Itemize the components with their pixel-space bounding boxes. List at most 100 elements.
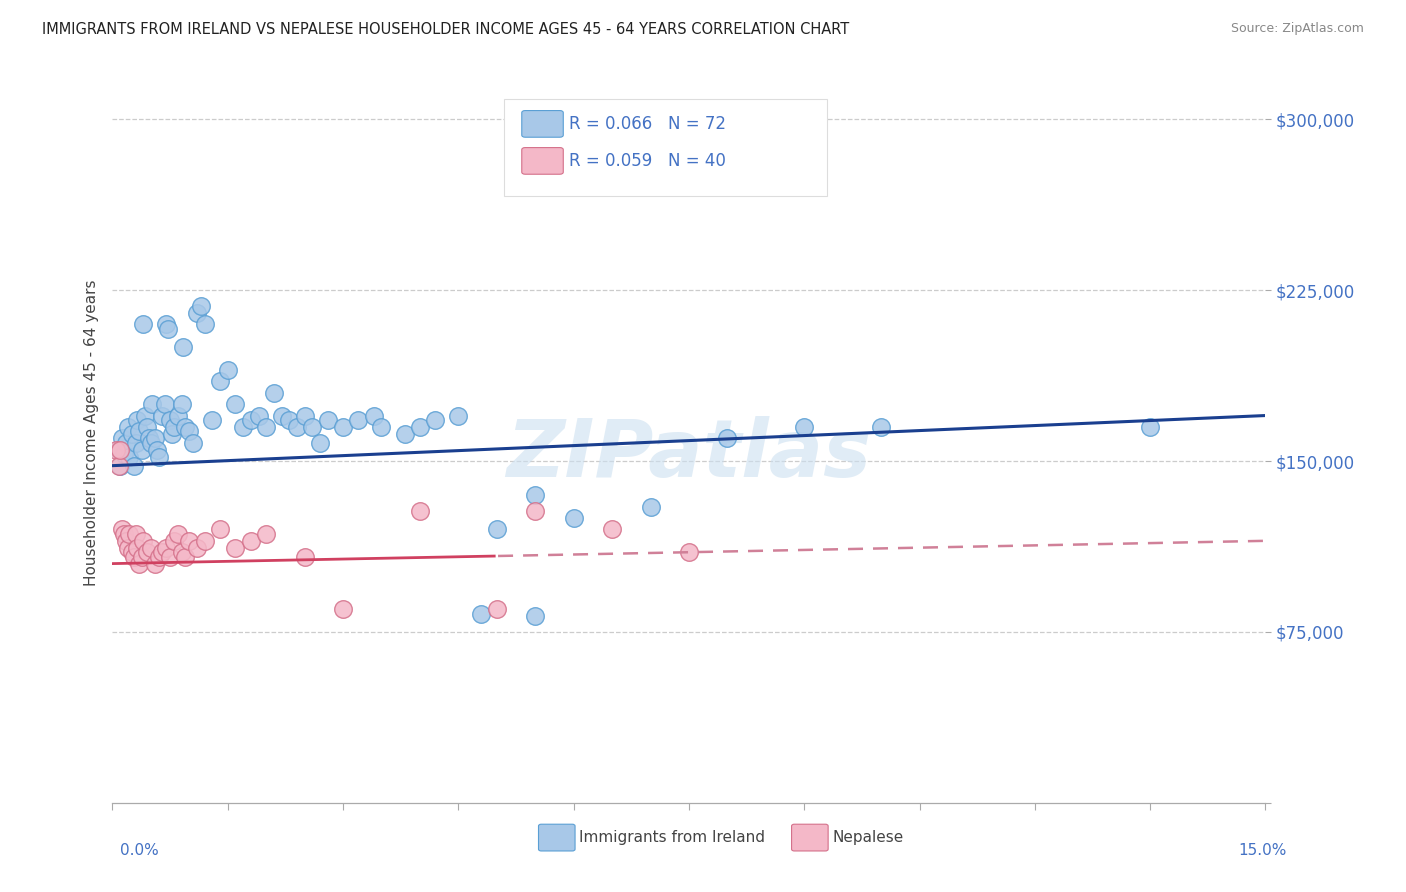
Point — [107, 458, 129, 473]
Point — [152, 409, 174, 423]
Point — [136, 545, 159, 559]
Point — [209, 375, 232, 389]
FancyBboxPatch shape — [505, 99, 827, 195]
Point — [524, 504, 547, 518]
Point — [194, 318, 217, 332]
Text: Source: ZipAtlas.com: Source: ZipAtlas.com — [1230, 22, 1364, 36]
Point — [148, 549, 170, 564]
Point — [117, 420, 139, 434]
Point — [122, 549, 145, 564]
Point — [254, 527, 277, 541]
Point — [152, 545, 174, 559]
Point — [640, 500, 662, 514]
Point — [155, 318, 177, 332]
Point — [524, 488, 547, 502]
Point — [181, 435, 204, 450]
Text: ZIPatlas: ZIPatlas — [506, 416, 872, 494]
Point — [179, 425, 201, 439]
Point — [394, 426, 416, 441]
Point — [132, 533, 155, 548]
Point — [115, 435, 138, 450]
Point — [166, 409, 188, 423]
Point — [107, 442, 129, 457]
Point — [163, 533, 186, 548]
Point — [118, 450, 141, 464]
Point — [174, 549, 197, 564]
Text: 15.0%: 15.0% — [1239, 843, 1286, 858]
Point — [678, 545, 700, 559]
Point — [870, 420, 893, 434]
Point — [143, 557, 166, 571]
Point — [143, 431, 166, 445]
Point — [136, 420, 159, 434]
Point — [146, 442, 169, 457]
Point — [793, 420, 815, 434]
Point — [239, 413, 262, 427]
Point — [194, 533, 217, 548]
Point — [132, 318, 155, 332]
Point — [125, 541, 148, 555]
FancyBboxPatch shape — [522, 147, 564, 174]
Point — [285, 420, 308, 434]
Point — [163, 420, 186, 434]
Point — [159, 413, 181, 427]
Point — [131, 442, 153, 457]
Point — [309, 435, 332, 450]
Point — [224, 541, 246, 555]
Point — [117, 541, 139, 555]
Point — [294, 409, 316, 423]
Point — [301, 420, 323, 434]
Point — [190, 299, 212, 313]
Point — [332, 602, 354, 616]
FancyBboxPatch shape — [522, 111, 564, 137]
Point — [316, 413, 339, 427]
Point — [239, 533, 262, 548]
Point — [139, 541, 162, 555]
Point — [485, 523, 508, 537]
Point — [111, 431, 134, 445]
Point — [139, 435, 162, 450]
Text: Immigrants from Ireland: Immigrants from Ireland — [579, 830, 765, 845]
Point — [217, 363, 239, 377]
Point — [485, 602, 508, 616]
Text: IMMIGRANTS FROM IRELAND VS NEPALESE HOUSEHOLDER INCOME AGES 45 - 64 YEARS CORREL: IMMIGRANTS FROM IRELAND VS NEPALESE HOUS… — [42, 22, 849, 37]
Point — [124, 435, 146, 450]
Point — [209, 523, 232, 537]
Text: Nepalese: Nepalese — [832, 830, 904, 845]
Point — [179, 533, 201, 548]
Point — [115, 533, 138, 548]
Point — [254, 420, 277, 434]
Point — [108, 442, 131, 457]
Point — [600, 523, 623, 537]
Point — [148, 450, 170, 464]
Text: R = 0.066   N = 72: R = 0.066 N = 72 — [569, 115, 725, 133]
Point — [166, 527, 188, 541]
Point — [121, 426, 143, 441]
Point — [347, 413, 370, 427]
Point — [224, 397, 246, 411]
Point — [562, 511, 585, 525]
Point — [122, 458, 145, 473]
Point — [128, 557, 150, 571]
Point — [153, 397, 176, 411]
Point — [470, 607, 492, 621]
Point — [125, 413, 148, 427]
Point — [363, 409, 385, 423]
Text: R = 0.059   N = 40: R = 0.059 N = 40 — [569, 152, 725, 169]
Point — [263, 385, 285, 400]
Point — [138, 431, 160, 445]
Point — [232, 420, 254, 434]
Point — [128, 425, 150, 439]
Point — [134, 409, 156, 423]
Point — [111, 523, 134, 537]
Point — [118, 527, 141, 541]
Point — [201, 413, 224, 427]
Point — [112, 447, 135, 461]
Point — [121, 545, 143, 559]
Point — [186, 306, 208, 320]
Point — [186, 541, 208, 555]
Point — [155, 541, 177, 555]
Point — [108, 458, 131, 473]
Point — [170, 545, 193, 559]
Point — [112, 527, 135, 541]
